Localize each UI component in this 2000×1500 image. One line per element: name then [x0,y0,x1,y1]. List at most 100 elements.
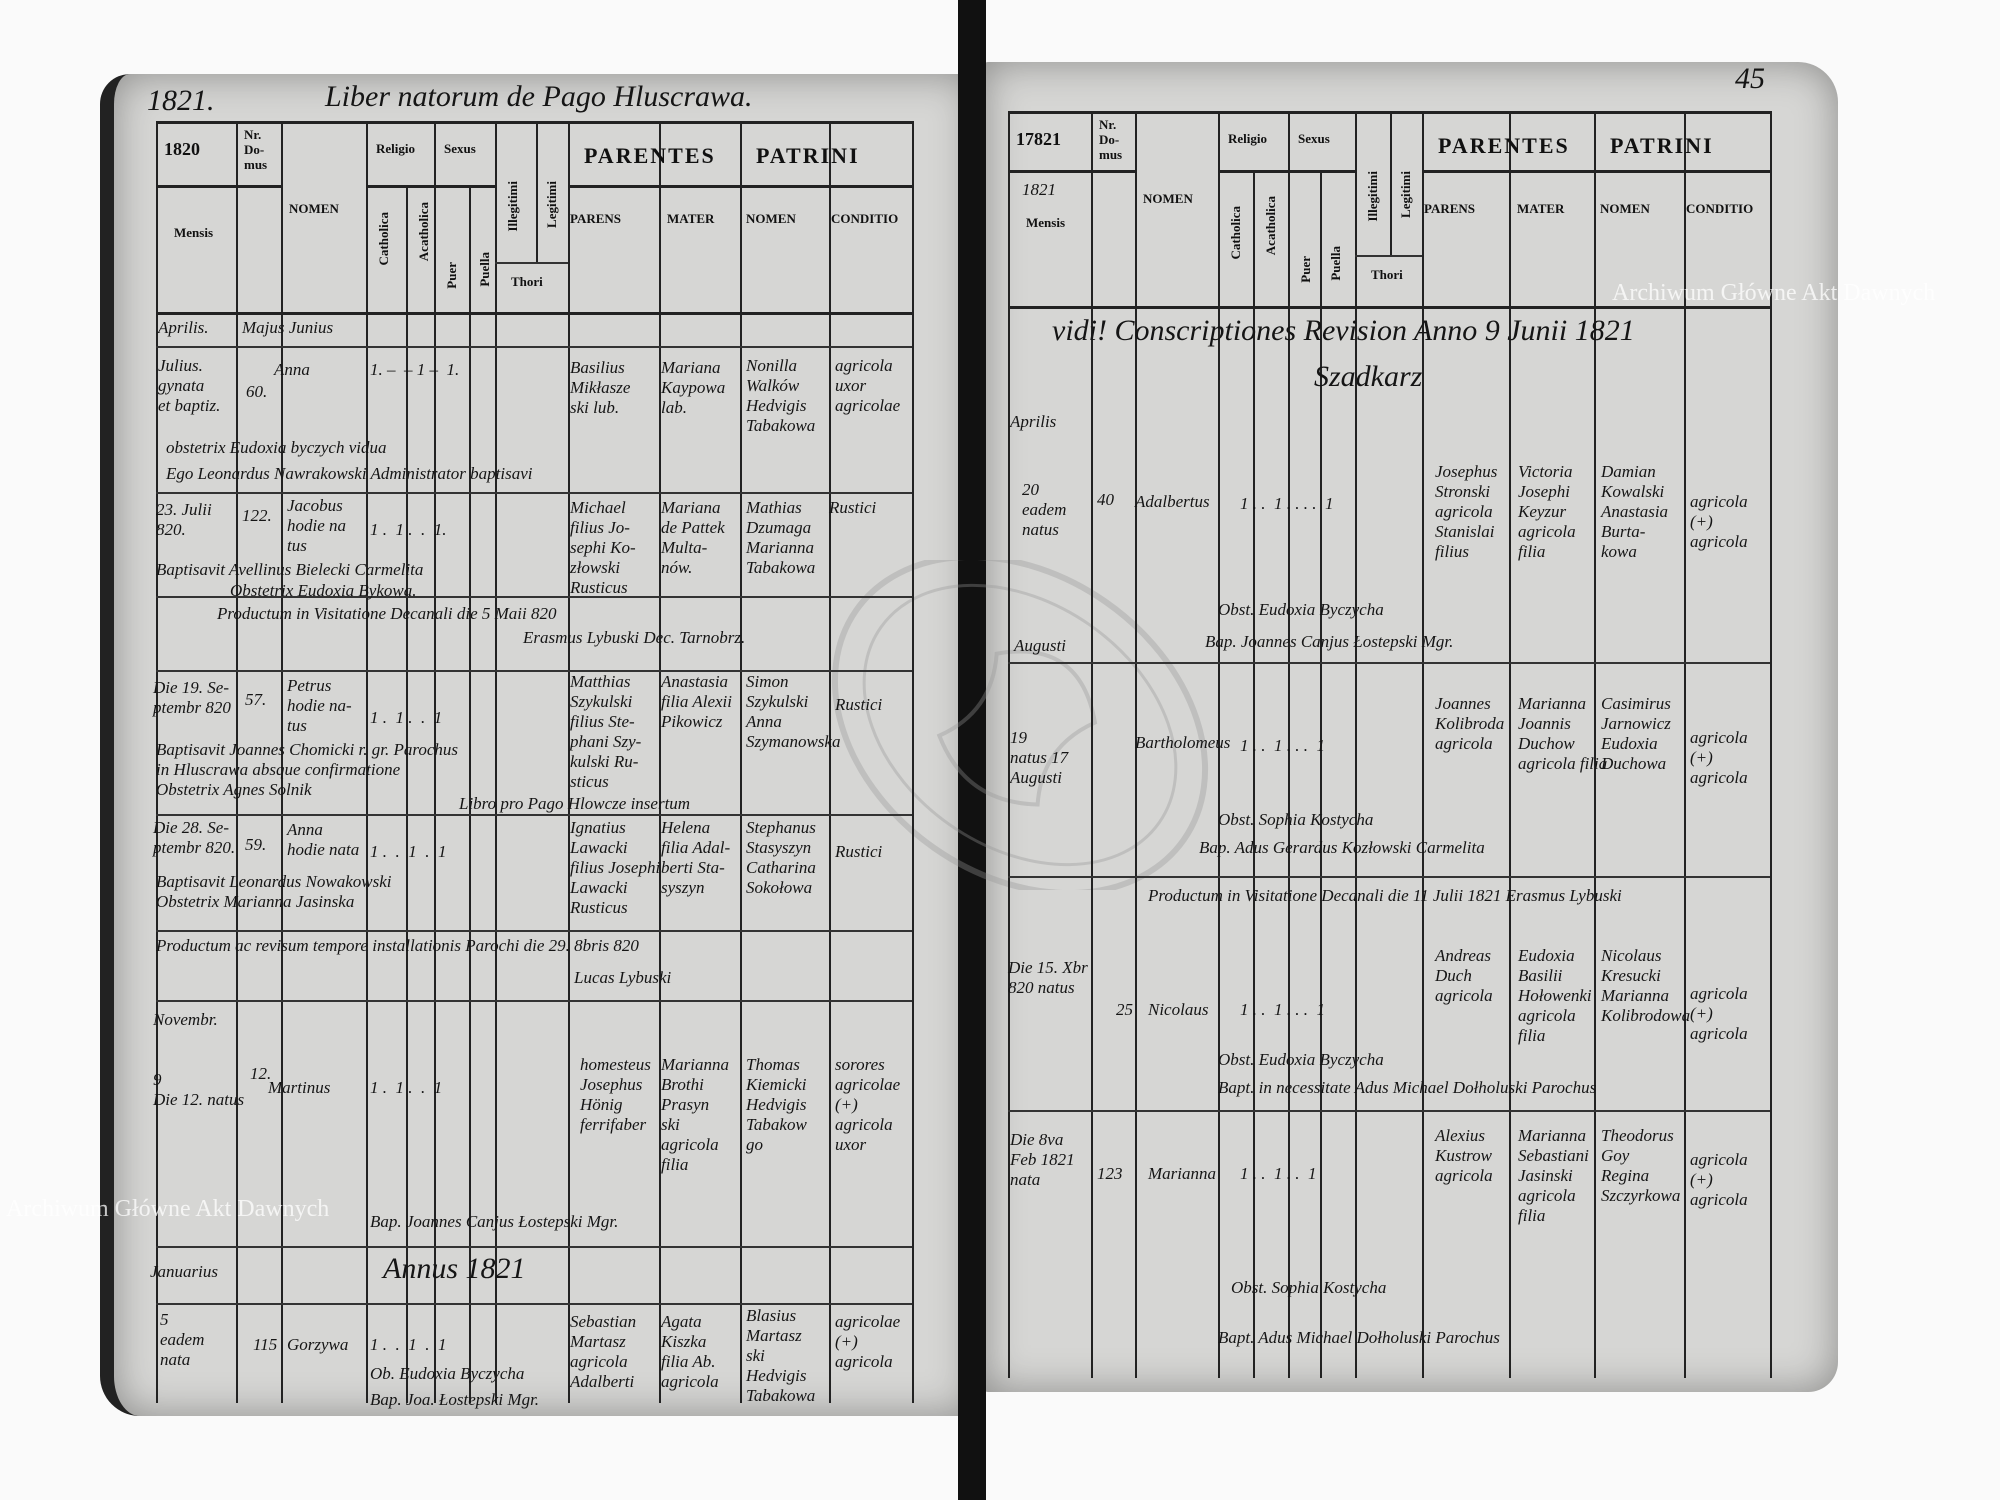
handwritten-entry: Bapt. Adus Michael Dołholuski Parochus [1218,1328,1500,1347]
puer-label: Puer [1298,256,1313,283]
handwritten-entry: Die 28. Se- ptembr 820. [153,818,236,857]
handwritten-entry: Ego Leonardus Nawrakowski Administrator … [166,464,533,483]
column-rule [1091,111,1093,1378]
handwritten-entry: agricola uxor agricolae [835,356,901,415]
handwritten-entry: Damian Kowalski Anastasia Burta- kowa [1601,462,1669,561]
handwritten-entry: Petrus hodie na- tus [287,676,352,735]
column-rule [236,121,238,1403]
acatholica-label: Acatholica [416,202,431,262]
handwritten-entry: Ob. Eudoxia Byczycha [370,1364,525,1383]
column-rule [912,121,914,1403]
handwritten-entry: agricola (+) agricola [1690,728,1748,787]
column-rule [829,121,831,1403]
handwritten-entry: Die 19. Se- ptembr 820 [153,678,231,717]
puella-label: Puella [1328,246,1343,281]
handwritten-entry: Marianna Sebastiani Jasinski agricola fi… [1518,1126,1589,1225]
nomen-label: NOMEN [289,201,339,216]
handwritten-entry: Januarius [150,1262,218,1281]
header-mid-rule [156,185,281,188]
handwritten-entry: Majus Junius [242,318,334,337]
handwritten-entry: agricola (+) agricola [1690,984,1748,1043]
parentes-label: PARENTES [1438,133,1570,158]
left-page [100,74,972,1416]
column-rule [1135,111,1137,1378]
patrini-nomen-label: NOMEN [746,211,796,226]
column-rule [281,121,283,1403]
acatholica-label: Acatholica [1263,196,1278,256]
catholica-label: Catholica [376,212,391,266]
handwritten-entry: Erasmus Lybuski Dec. Tarnobrz. [523,628,746,647]
column-rule [1288,111,1290,1378]
handwritten-entry: Aprilis. [158,318,209,337]
handwritten-entry: Obstetrix Eudoxia Bykowa. [230,581,417,600]
handwritten-entry: Blasius Martasz ski Hedvigis Tabakowa [746,1306,816,1405]
parens-label: PARENS [570,211,622,226]
handwritten-entry: Rustici [835,695,883,714]
header-mid-rule [366,185,495,188]
handwritten-entry: 40 [1097,490,1114,509]
column-rule [434,121,436,1403]
handwritten-entry: 60. [246,382,268,401]
folio-number: 1821. [147,84,215,117]
catholica-label: Catholica [1228,206,1243,260]
subcolumn-rule [1320,170,1322,1378]
illegitimi-label: Illegitimi [505,181,520,232]
handwritten-entry: homesteus Josephus Hönig ferrifaber [580,1055,651,1134]
handwritten-entry: Gorzywa [287,1335,349,1354]
handwritten-entry: Nicolaus Kresucki Marianna Kolibrodowa [1601,946,1691,1025]
header-mid-rule [1008,170,1135,173]
handwritten-entry: Annus 1821 [383,1252,526,1285]
handwritten-entry: Martinus [268,1078,331,1097]
handwritten-entry: Julius. gynata et baptiz. [158,356,221,415]
parens-label: PARENS [1424,201,1476,216]
handwritten-entry: Bap. Adus Gerardus Kozłowski Carmelita [1199,838,1485,857]
handwritten-entry: Baptisavit Leonardus Nowakowski Obstetri… [156,872,392,911]
handwritten-entry: Productum in Visitatione Decanali die 11… [1148,886,1622,905]
header-bottom-rule [156,312,912,315]
nr-domus-label: Nr. Do- mus [1099,117,1123,162]
handwritten-entry: Aprilis [1010,412,1057,431]
header-top-rule [156,121,912,124]
handwritten-entry: Bapt. in necessitate Adus Michael Dołhol… [1218,1078,1597,1097]
handwritten-entry: Baptisavit Avellinus Bielecki Carmelita [156,560,424,579]
subcolumn-rule [536,121,538,262]
column-rule [366,121,368,1403]
illegitimi-label: Illegitimi [1365,171,1380,222]
row-rule [156,346,912,348]
handwritten-entry: Szadkarz [1314,360,1423,393]
handwritten-entry: 9 Die 12. natus [153,1070,245,1109]
handwritten-entry: Marianna [1148,1164,1216,1183]
nr-domus-label: Nr. Do- mus [244,127,268,172]
column-rule [740,121,742,1403]
column-rule [1355,111,1357,1378]
puella-label: Puella [477,252,492,287]
subcolumn-rule [406,185,408,1403]
sexus-label: Sexus [1298,131,1330,146]
handwritten-entry: 59. [245,835,267,854]
handwritten-entry: Obst. Sophia Kostycha [1218,810,1374,829]
year-label: 17821 [1016,129,1061,149]
handwritten-entry: 115 [253,1335,278,1354]
year-label: 1820 [164,139,200,159]
handwritten-entry: Sebastian Martasz agricola Adalberti [570,1312,637,1391]
handwritten-entry: Alexius Kustrow agricola [1435,1126,1493,1185]
handwritten-entry: Obst. Sophia Kostycha [1231,1278,1387,1297]
handwritten-entry: 1 . . 1 . 1 [370,1335,447,1354]
handwritten-entry: Matthias Szykulski filius Ste- phani Szy… [570,672,642,791]
subcolumn-rule [1253,170,1255,1378]
column-rule [659,121,661,1403]
patrini-nomen-label: NOMEN [1600,201,1650,216]
row-rule [156,1303,912,1305]
handwritten-entry: 19 natus 17 Augusti [1010,728,1069,787]
row-rule [1008,1110,1770,1112]
handwritten-entry: 12. [250,1064,272,1083]
handwritten-entry: 57. [245,690,267,709]
column-rule [1422,111,1424,1378]
column-rule [1509,111,1511,1378]
thori-label: Thori [1371,267,1403,282]
handwritten-entry: Casimirus Jarnowicz Eudoxia Duchowa [1601,694,1671,773]
header-top-rule [1008,111,1770,114]
religio-label: Religio [1228,131,1267,146]
handwritten-entry: 25 [1116,1000,1133,1019]
